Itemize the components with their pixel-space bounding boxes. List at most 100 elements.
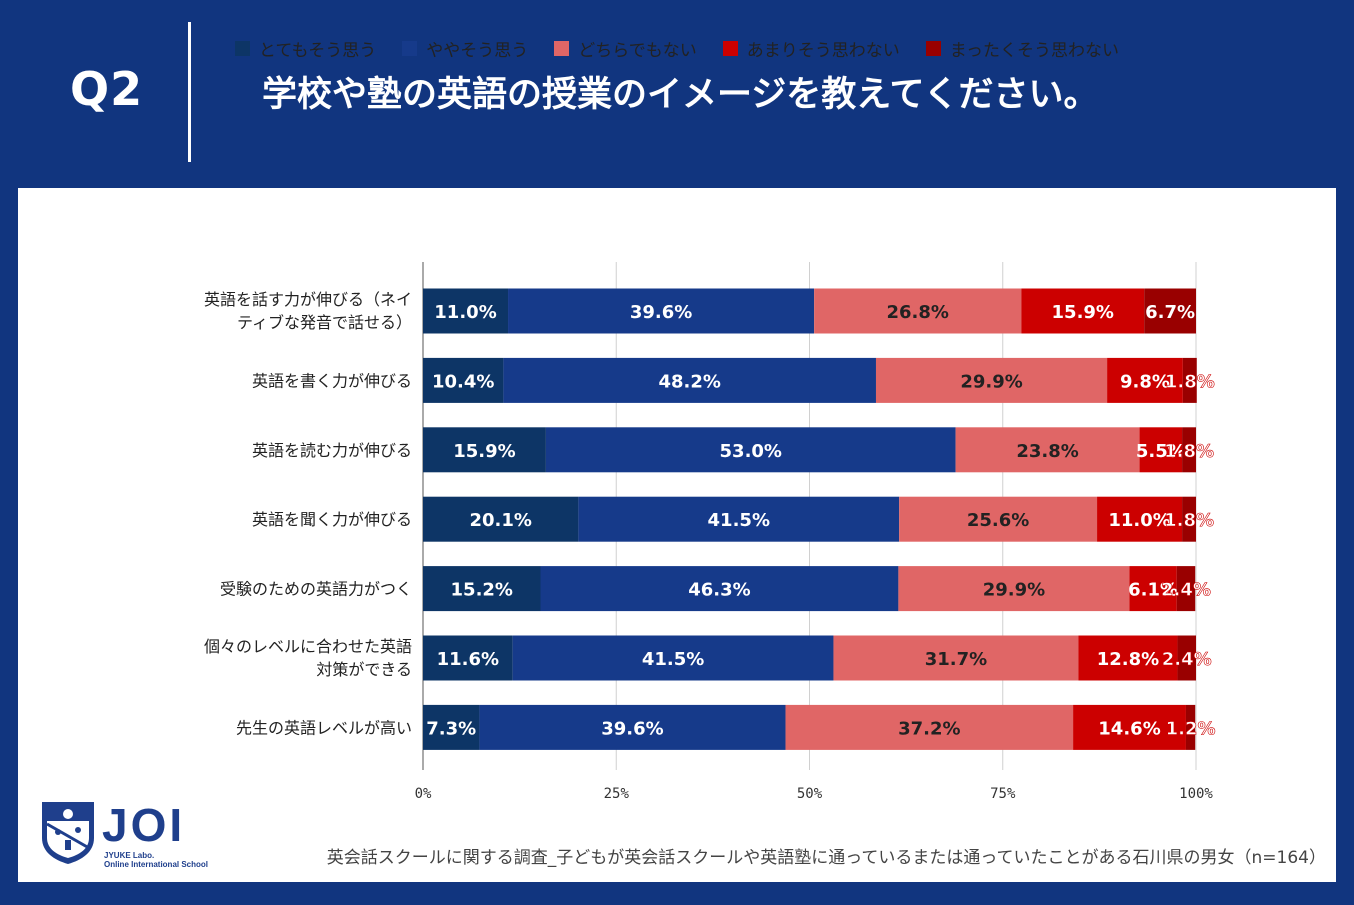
legend-swatch — [554, 41, 570, 56]
data-label: 1.2% — [1166, 718, 1216, 739]
bar-segment — [423, 566, 541, 612]
category-label: ティブな発音で話せる） — [237, 313, 412, 332]
bar-segment — [1073, 704, 1186, 750]
bar-segment — [423, 635, 513, 681]
legend-label: どちらでもない — [578, 41, 697, 61]
category-label: 先生の英語レベルが高い — [236, 718, 412, 737]
data-label: 14.6% — [1098, 718, 1160, 739]
category-label: 英語を話す力が伸びる（ネイ — [204, 290, 412, 309]
bar-segment — [955, 427, 1140, 473]
bar-segment — [1177, 635, 1196, 681]
bar-segment — [479, 704, 786, 750]
data-label: 29.9% — [983, 580, 1045, 601]
data-label: 31.7% — [925, 649, 987, 670]
header-divider — [188, 22, 191, 162]
bar-segment — [1176, 566, 1196, 612]
data-label: 11.6% — [437, 649, 499, 670]
bar-segment — [899, 496, 1098, 542]
x-tick-label: 75% — [990, 786, 1016, 802]
data-label: 39.6% — [630, 302, 692, 323]
bar-segment — [1139, 427, 1183, 473]
bar-segment — [423, 704, 480, 750]
category-label: 英語を読む力が伸びる — [252, 441, 412, 460]
legend-item-4: まったくそう思わない — [925, 36, 1120, 61]
logo-subtitle-2: Online International School — [104, 860, 209, 869]
bar-segment — [1144, 288, 1196, 334]
legend-label: とてもそう思う — [258, 41, 377, 61]
bar-segment — [1182, 357, 1197, 403]
question-title: 学校や塾の英語の授業のイメージを教えてください。 — [262, 75, 1099, 115]
bar-segment — [1129, 566, 1177, 612]
data-label: 23.8% — [1016, 441, 1078, 462]
legend-label: まったくそう思わない — [949, 41, 1120, 61]
bar-segment — [512, 635, 834, 681]
bar-segment — [503, 357, 876, 403]
bar-segment — [833, 635, 1079, 681]
bar-segment — [423, 357, 504, 403]
bar-segment — [1078, 635, 1178, 681]
data-label: 2.4% — [1162, 649, 1212, 670]
legend-item-2: どちらでもない — [554, 36, 697, 61]
x-tick-label: 100% — [1179, 786, 1213, 802]
legend-swatch — [722, 41, 738, 56]
bar-segment — [578, 496, 900, 542]
data-label: 7.3% — [426, 718, 476, 739]
bar-segment — [898, 566, 1130, 612]
data-label: 6.1% — [1128, 580, 1178, 601]
data-label: 37.2% — [898, 718, 960, 739]
bar-segment — [1021, 288, 1145, 334]
logo-subtitle-1: JYUKE Labo. — [104, 851, 155, 860]
category-label: 英語を書く力が伸びる — [252, 371, 412, 390]
data-label: 2.4% — [1161, 580, 1211, 601]
data-label: 29.9% — [960, 371, 1022, 392]
data-label: 12.8% — [1097, 649, 1159, 670]
bar-segment — [423, 427, 546, 473]
survey-source-note: 英会話スクールに関する調査_子どもが英会話スクールや英語塾に通っているまたは通っ… — [326, 848, 1326, 868]
data-label: 5.5% — [1136, 441, 1186, 462]
data-label: 9.8% — [1120, 371, 1170, 392]
legend-item-1: ややそう思う — [402, 36, 528, 61]
legend-label: あまりそう思わない — [746, 41, 900, 61]
category-label: 個々のレベルに合わせた英語 — [204, 637, 412, 656]
data-label: 46.3% — [688, 580, 750, 601]
bar-segment — [1107, 357, 1183, 403]
data-label: 26.8% — [886, 302, 948, 323]
bar-segment — [785, 704, 1074, 750]
bar-segment — [508, 288, 815, 334]
legend-swatch — [234, 41, 250, 56]
data-label: 48.2% — [658, 371, 720, 392]
bar-segment — [423, 288, 509, 334]
bar-segment — [1185, 704, 1196, 750]
bar-segment — [423, 496, 579, 542]
data-label: 15.9% — [453, 441, 515, 462]
data-label: 53.0% — [720, 441, 782, 462]
data-label: 10.4% — [432, 371, 494, 392]
legend-swatch — [925, 41, 941, 56]
category-label: 英語を聞く力が伸びる — [252, 510, 412, 529]
data-label: 15.9% — [1052, 302, 1114, 323]
joi-shield-logo-icon — [42, 802, 94, 864]
legend-label: ややそう思う — [426, 41, 529, 61]
bar-segment — [545, 427, 956, 473]
data-label: 1.8% — [1164, 441, 1214, 462]
data-label: 25.6% — [967, 510, 1029, 531]
question-number: Q2 — [70, 62, 144, 116]
x-tick-label: 25% — [604, 786, 630, 802]
logo-wordmark: JOI — [102, 799, 186, 851]
legend-swatch — [402, 41, 418, 56]
bar-segment — [1097, 496, 1183, 542]
data-label: 1.8% — [1165, 371, 1215, 392]
data-label: 11.0% — [434, 302, 496, 323]
category-label: 対策ができる — [316, 660, 412, 679]
x-tick-label: 50% — [797, 786, 823, 802]
category-label: 受験のための英語力がつく — [220, 580, 412, 599]
legend-item-3: あまりそう思わない — [722, 36, 900, 61]
data-label: 41.5% — [708, 510, 770, 531]
bar-segment — [540, 566, 899, 612]
x-tick-label: 0% — [415, 786, 432, 802]
data-label: 15.2% — [451, 580, 513, 601]
legend-item-0: とてもそう思う — [234, 36, 377, 61]
data-label: 20.1% — [469, 510, 531, 531]
data-label: 1.8% — [1164, 510, 1214, 531]
